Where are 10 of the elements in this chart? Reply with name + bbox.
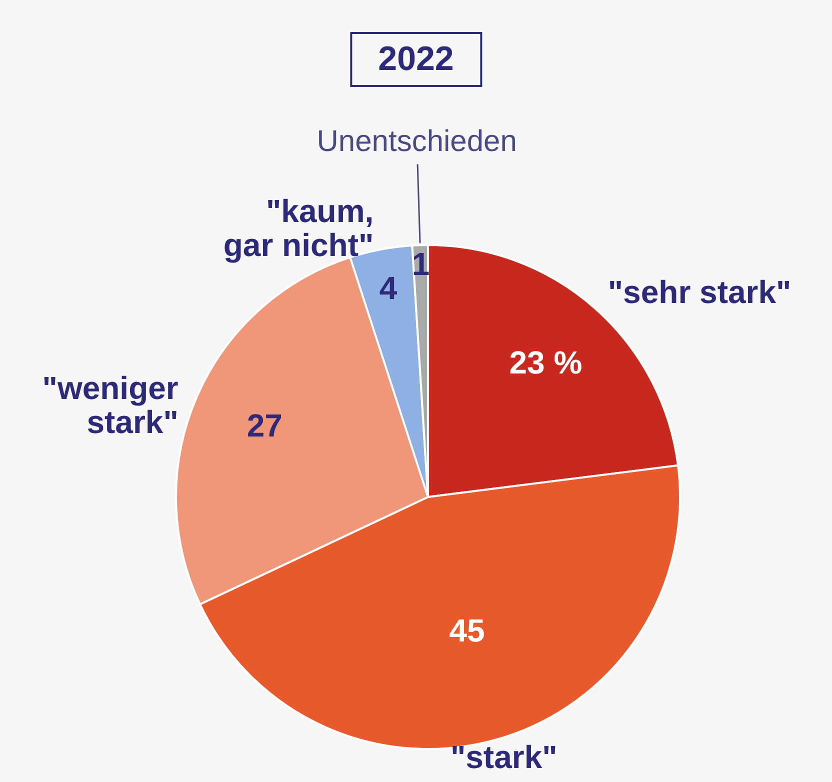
slice-label: "sehr stark" — [608, 274, 792, 310]
slice-label: "stark" — [450, 739, 558, 776]
data-label: 23 % — [509, 344, 582, 380]
chart-title: 2022 — [350, 32, 482, 87]
data-label: 4 — [379, 270, 398, 306]
slice-label: Unentschieden — [316, 125, 517, 158]
data-label: 45 — [449, 612, 485, 648]
slice-label: "weniger stark" — [42, 370, 178, 440]
data-label: 27 — [246, 407, 282, 444]
slice-label: "kaum, gar nicht" — [223, 193, 374, 264]
